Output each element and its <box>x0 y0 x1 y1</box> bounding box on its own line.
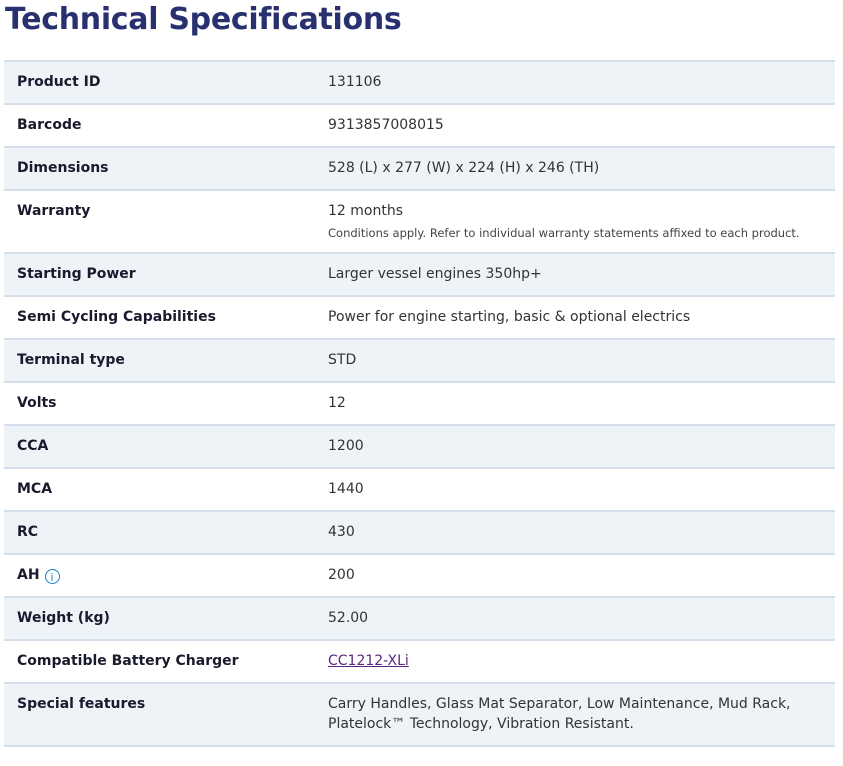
spec-label: MCA <box>4 467 328 512</box>
spec-value: 528 (L) x 277 (W) x 224 (H) x 246 (TH) <box>328 146 835 191</box>
spec-row-mca: MCA 1440 <box>4 467 835 512</box>
spec-row-product-id: Product ID 131106 <box>4 60 835 105</box>
spec-value: Power for engine starting, basic & optio… <box>328 295 835 340</box>
spec-label: AH i <box>4 553 328 598</box>
charger-link[interactable]: CC1212-XLi <box>328 653 409 669</box>
spec-row-ah: AH i 200 <box>4 553 835 598</box>
warranty-value: 12 months <box>328 203 403 219</box>
warranty-note: Conditions apply. Refer to individual wa… <box>328 226 800 240</box>
spec-row-special-features: Special features Carry Handles, Glass Mat… <box>4 682 835 747</box>
spec-value: 9313857008015 <box>328 103 835 148</box>
spec-label: RC <box>4 510 328 555</box>
spec-value: 52.00 <box>328 596 835 641</box>
spec-value: CC1212-XLi <box>328 639 835 684</box>
spec-value: 12 <box>328 381 835 426</box>
spec-row-warranty: Warranty 12 months Conditions apply. Refer… <box>4 189 835 254</box>
spec-label: Starting Power <box>4 252 328 297</box>
spec-value: 1200 <box>328 424 835 469</box>
spec-label: Semi Cycling Capabilities <box>4 295 328 340</box>
spec-row-charger: Compatible Battery Charger CC1212-XLi <box>4 639 835 684</box>
spec-label: Terminal type <box>4 338 328 383</box>
page-title: Technical Specifications <box>5 2 402 37</box>
spec-value: 131106 <box>328 60 835 105</box>
specs-table: Product ID 131106 Barcode 9313857008015 Di… <box>4 60 835 747</box>
spec-row-weight: Weight (kg) 52.00 <box>4 596 835 641</box>
spec-row-starting-power: Starting Power Larger vessel engines 350h… <box>4 252 835 297</box>
spec-label: Barcode <box>4 103 328 148</box>
spec-label: Special features <box>4 682 328 747</box>
spec-row-semi-cycling: Semi Cycling Capabilities Power for engin… <box>4 295 835 340</box>
spec-label: Compatible Battery Charger <box>4 639 328 684</box>
spec-row-cca: CCA 1200 <box>4 424 835 469</box>
spec-label: Warranty <box>4 189 328 254</box>
spec-value: 12 months Conditions apply. Refer to indi… <box>328 189 835 254</box>
spec-label: Dimensions <box>4 146 328 191</box>
spec-row-barcode: Barcode 9313857008015 <box>4 103 835 148</box>
spec-row-dimensions: Dimensions 528 (L) x 277 (W) x 224 (H) x … <box>4 146 835 191</box>
ah-label: AH <box>17 567 40 583</box>
spec-value: STD <box>328 338 835 383</box>
spec-value: 1440 <box>328 467 835 512</box>
spec-value: Carry Handles, Glass Mat Separator, Low … <box>328 682 835 747</box>
spec-row-rc: RC 430 <box>4 510 835 555</box>
spec-row-volts: Volts 12 <box>4 381 835 426</box>
spec-label: Product ID <box>4 60 328 105</box>
spec-label: Weight (kg) <box>4 596 328 641</box>
spec-label: Volts <box>4 381 328 426</box>
spec-label: CCA <box>4 424 328 469</box>
spec-row-terminal-type: Terminal type STD <box>4 338 835 383</box>
spec-value: 430 <box>328 510 835 555</box>
info-icon[interactable]: i <box>44 569 60 584</box>
spec-value: Larger vessel engines 350hp+ <box>328 252 835 297</box>
spec-value: 200 <box>328 553 835 598</box>
